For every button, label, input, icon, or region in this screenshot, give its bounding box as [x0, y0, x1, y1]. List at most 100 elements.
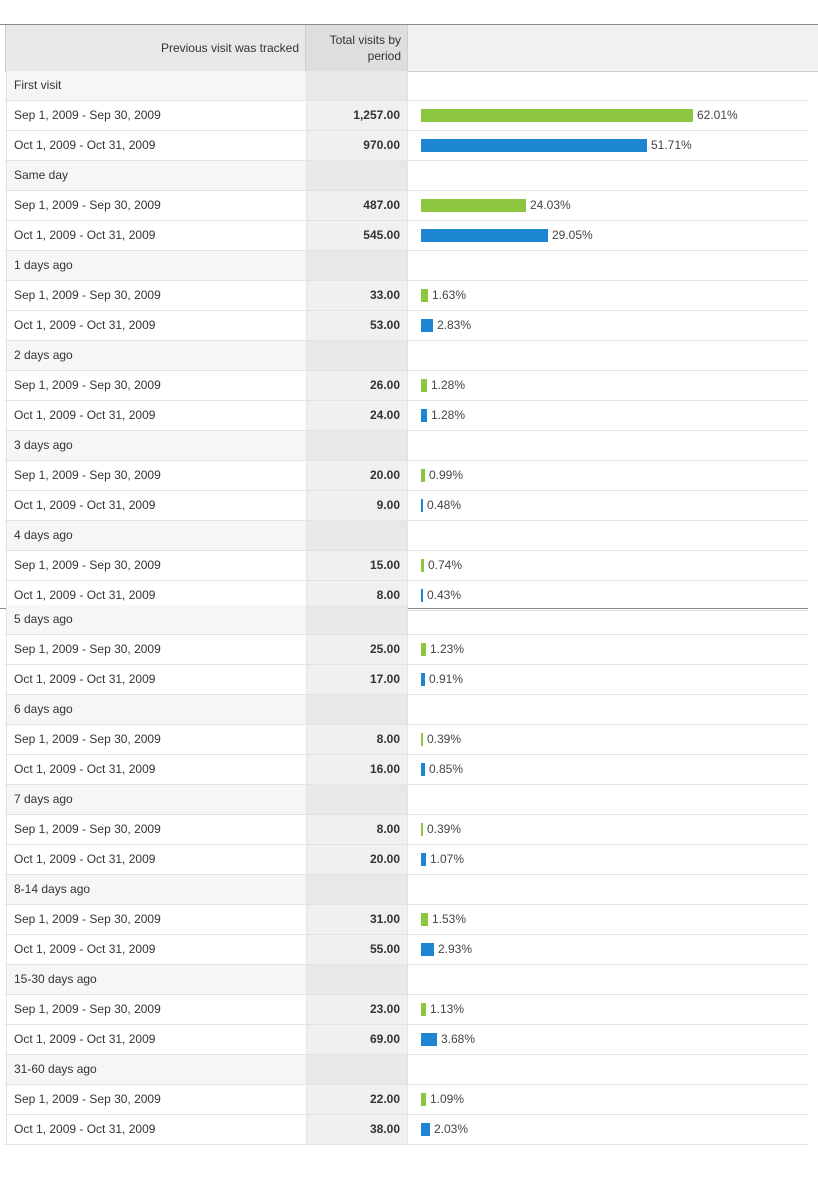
group-row: 15-30 days ago	[5, 965, 808, 995]
visits-value: 17.00	[306, 665, 408, 694]
period-label: Oct 1, 2009 - Oct 31, 2009	[6, 1025, 306, 1054]
period-label: Sep 1, 2009 - Sep 30, 2009	[6, 281, 306, 310]
table-header: Previous visit was tracked Total visits …	[5, 25, 818, 72]
bar-cell: 0.48%	[415, 491, 805, 520]
oct-percentage-bar	[421, 763, 425, 776]
visits-value: 970.00	[306, 131, 408, 160]
bar-cell: 0.39%	[415, 725, 805, 754]
bar-cell: 1.28%	[415, 371, 805, 400]
bar-cell: 1.09%	[415, 1085, 805, 1114]
group-row: 1 days ago	[5, 251, 808, 281]
visits-value: 1,257.00	[306, 101, 408, 130]
table-row: Oct 1, 2009 - Oct 31, 2009 9.00 0.48%	[5, 491, 808, 521]
oct-percentage-bar	[421, 319, 433, 332]
sep-percentage-bar	[421, 559, 424, 572]
visits-value: 8.00	[306, 815, 408, 844]
percentage-label: 2.03%	[434, 1122, 469, 1136]
group-value-cell	[306, 71, 408, 100]
group-label: 2 days ago	[6, 341, 306, 370]
table-row: Sep 1, 2009 - Sep 30, 2009 8.00 0.39%	[5, 725, 808, 755]
percentage-label: 1.28%	[431, 378, 466, 392]
bar-cell: 0.91%	[415, 665, 805, 694]
period-label: Sep 1, 2009 - Sep 30, 2009	[6, 461, 306, 490]
bar-cell: 0.99%	[415, 461, 805, 490]
group-value-cell	[306, 161, 408, 190]
period-label: Oct 1, 2009 - Oct 31, 2009	[6, 665, 306, 694]
bar-cell: 1.23%	[415, 635, 805, 664]
bar-cell: 0.74%	[415, 551, 805, 580]
group-row: Same day	[5, 161, 808, 191]
visits-value: 16.00	[306, 755, 408, 784]
period-label: Sep 1, 2009 - Sep 30, 2009	[6, 725, 306, 754]
percentage-label: 0.43%	[427, 588, 462, 602]
table-row: Sep 1, 2009 - Sep 30, 2009 25.00 1.23%	[5, 635, 808, 665]
percentage-label: 51.71%	[651, 138, 692, 152]
visits-value: 53.00	[306, 311, 408, 340]
bar-cell: 0.39%	[415, 815, 805, 844]
header-total-visits[interactable]: Total visits by period	[305, 25, 408, 71]
table-row: Oct 1, 2009 - Oct 31, 2009 69.00 3.68%	[5, 1025, 808, 1055]
visits-value: 55.00	[306, 935, 408, 964]
oct-percentage-bar	[421, 1123, 430, 1136]
visits-value: 8.00	[306, 725, 408, 754]
visits-value: 38.00	[306, 1115, 408, 1144]
group-value-cell	[306, 341, 408, 370]
period-label: Sep 1, 2009 - Sep 30, 2009	[6, 191, 306, 220]
oct-percentage-bar	[421, 853, 426, 866]
group-row: 4 days ago	[5, 521, 808, 551]
sep-percentage-bar	[421, 823, 423, 836]
group-label: 31-60 days ago	[6, 1055, 306, 1084]
oct-percentage-bar	[421, 139, 647, 152]
percentage-label: 0.91%	[429, 672, 464, 686]
bar-cell: 1.13%	[415, 995, 805, 1024]
table-row: Oct 1, 2009 - Oct 31, 2009 20.00 1.07%	[5, 845, 808, 875]
sep-percentage-bar	[421, 1093, 426, 1106]
group-row: 3 days ago	[5, 431, 808, 461]
sep-percentage-bar	[421, 913, 428, 926]
sep-percentage-bar	[421, 199, 526, 212]
period-label: Sep 1, 2009 - Sep 30, 2009	[6, 905, 306, 934]
group-row: 8-14 days ago	[5, 875, 808, 905]
period-label: Sep 1, 2009 - Sep 30, 2009	[6, 1085, 306, 1114]
table-row: Sep 1, 2009 - Sep 30, 2009 26.00 1.28%	[5, 371, 808, 401]
table-row: Oct 1, 2009 - Oct 31, 2009 53.00 2.83%	[5, 311, 808, 341]
table-row: Sep 1, 2009 - Sep 30, 2009 31.00 1.53%	[5, 905, 808, 935]
percentage-label: 1.63%	[432, 288, 467, 302]
bar-cell: 29.05%	[415, 221, 805, 250]
group-row: 5 days ago	[5, 605, 808, 635]
table-row: Sep 1, 2009 - Sep 30, 2009 33.00 1.63%	[5, 281, 808, 311]
oct-percentage-bar	[421, 589, 423, 602]
percentage-label: 3.68%	[441, 1032, 476, 1046]
period-label: Oct 1, 2009 - Oct 31, 2009	[6, 221, 306, 250]
percentage-label: 0.39%	[427, 822, 462, 836]
percentage-label: 29.05%	[552, 228, 593, 242]
header-previous-visit[interactable]: Previous visit was tracked	[5, 25, 305, 71]
table-row: Sep 1, 2009 - Sep 30, 2009 8.00 0.39%	[5, 815, 808, 845]
period-label: Oct 1, 2009 - Oct 31, 2009	[6, 1115, 306, 1144]
group-row: 6 days ago	[5, 695, 808, 725]
visits-value: 69.00	[306, 1025, 408, 1054]
bar-cell: 2.83%	[415, 311, 805, 340]
bar-cell: 0.85%	[415, 755, 805, 784]
period-label: Oct 1, 2009 - Oct 31, 2009	[6, 491, 306, 520]
header-bar-column	[408, 25, 818, 71]
period-label: Oct 1, 2009 - Oct 31, 2009	[6, 755, 306, 784]
top-divider	[0, 24, 818, 25]
table-row: Oct 1, 2009 - Oct 31, 2009 38.00 2.03%	[5, 1115, 808, 1145]
group-value-cell	[306, 1055, 408, 1084]
visits-table: Previous visit was tracked Total visits …	[5, 25, 818, 1145]
visits-value: 33.00	[306, 281, 408, 310]
oct-percentage-bar	[421, 943, 434, 956]
percentage-label: 2.93%	[438, 942, 473, 956]
percentage-label: 0.74%	[428, 558, 463, 572]
percentage-label: 1.07%	[430, 852, 465, 866]
period-label: Oct 1, 2009 - Oct 31, 2009	[6, 401, 306, 430]
visits-value: 15.00	[306, 551, 408, 580]
sep-percentage-bar	[421, 109, 693, 122]
group-value-cell	[306, 251, 408, 280]
period-label: Sep 1, 2009 - Sep 30, 2009	[6, 101, 306, 130]
percentage-label: 0.85%	[429, 762, 464, 776]
group-label: 7 days ago	[6, 785, 306, 814]
group-value-cell	[306, 695, 408, 724]
bar-cell: 24.03%	[415, 191, 805, 220]
